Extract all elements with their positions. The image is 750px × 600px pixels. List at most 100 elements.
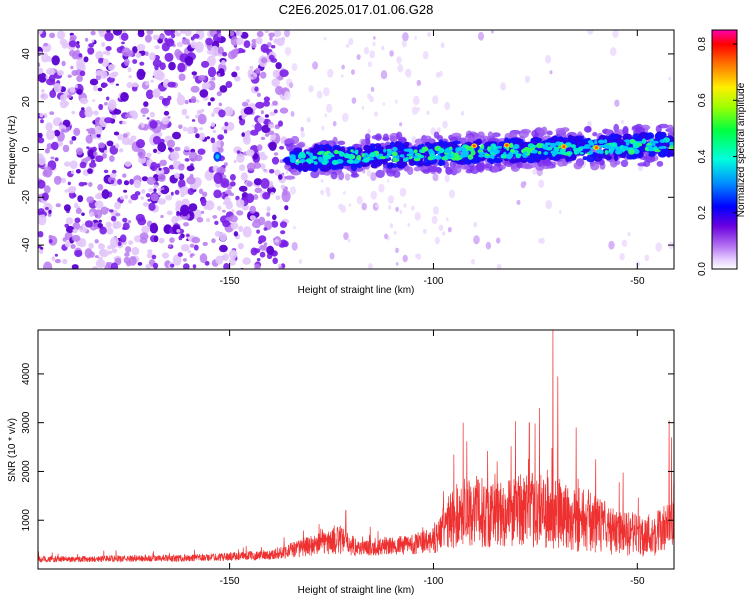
noise-speckle <box>242 257 251 265</box>
faint-speckle <box>348 203 352 207</box>
faint-speckle <box>485 241 492 250</box>
tone-highlight <box>570 144 577 149</box>
noise-speckle <box>249 65 254 70</box>
noise-speckle <box>279 107 289 114</box>
noise-speckle <box>148 202 156 211</box>
noise-speckle <box>122 173 127 178</box>
tone-halo <box>449 160 456 169</box>
noise-speckle <box>137 148 146 159</box>
noise-speckle <box>113 109 122 115</box>
tone-highlight <box>669 144 674 149</box>
noise-speckle <box>218 102 222 107</box>
faint-speckle <box>516 199 521 206</box>
noise-speckle <box>78 226 88 233</box>
noise-speckle <box>45 75 49 79</box>
spectrogram-y-label: Frequency (Hz) <box>7 116 18 185</box>
noise-speckle <box>51 141 59 151</box>
noise-speckle <box>71 234 81 242</box>
noise-speckle <box>178 73 186 81</box>
noise-speckle <box>49 90 57 98</box>
noise-speckle <box>217 46 224 55</box>
tone-highlight <box>544 142 553 146</box>
noise-speckle <box>153 235 159 243</box>
tone-highlight <box>313 161 318 165</box>
noise-speckle <box>69 140 74 145</box>
noise-speckle <box>212 215 218 219</box>
noise-speckle <box>263 242 268 246</box>
noise-speckle <box>271 45 276 49</box>
noise-speckle <box>51 256 56 261</box>
noise-speckle <box>105 46 112 51</box>
noise-speckle <box>186 234 190 237</box>
noise-speckle <box>199 89 209 98</box>
tone-highlight <box>333 149 339 155</box>
noise-speckle <box>268 54 275 61</box>
noise-speckle <box>167 95 172 101</box>
tone-halo <box>337 140 346 146</box>
noise-speckle <box>169 237 175 243</box>
noise-speckle <box>174 146 181 152</box>
noise-speckle <box>235 30 243 37</box>
noise-speckle <box>152 88 161 99</box>
noise-speckle <box>218 147 224 153</box>
noise-speckle <box>75 169 81 174</box>
noise-speckle <box>95 155 104 163</box>
noise-speckle <box>50 156 55 160</box>
tone-core <box>533 152 541 159</box>
noise-speckle <box>102 82 108 88</box>
faint-speckle <box>393 230 397 235</box>
faint-speckle <box>291 63 298 72</box>
colorbar-tick-label: 0.8 <box>697 37 708 51</box>
noise-speckle <box>100 70 108 80</box>
noise-speckle <box>128 240 134 246</box>
noise-speckle <box>275 85 284 95</box>
noise-speckle <box>229 215 238 223</box>
colorbar: 0.0 0.2 0.4 0.6 0.8 Normalized spectral ampl… <box>697 29 747 276</box>
noise-speckle <box>211 76 216 81</box>
tone-halo <box>453 165 462 174</box>
colorbar-ticks: 0.0 0.2 0.4 0.6 0.8 <box>697 37 737 276</box>
noise-speckle <box>101 42 106 47</box>
faint-speckle <box>320 179 324 183</box>
noise-speckle <box>242 226 252 238</box>
tone-core <box>526 156 536 164</box>
snr-y-tick-label: 3000 <box>21 411 32 434</box>
noise-speckle <box>271 220 279 228</box>
noise-speckle <box>172 131 181 140</box>
noise-speckle <box>257 116 265 124</box>
tone-highlight <box>559 148 566 154</box>
noise-speckle <box>64 161 71 167</box>
faint-speckle <box>438 224 444 231</box>
noise-speckle <box>95 259 106 268</box>
noise-speckle <box>231 209 235 213</box>
noise-speckle <box>260 178 270 189</box>
noise-speckle <box>243 106 254 115</box>
faint-speckle <box>298 259 303 264</box>
noise-speckle <box>222 209 226 213</box>
noise-speckle <box>65 225 75 234</box>
noise-speckle <box>269 169 275 174</box>
noise-speckle <box>189 151 198 162</box>
noise-speckle <box>187 188 195 195</box>
spectrogram-x-tick-label: -50 <box>630 276 645 287</box>
snr-y-tick-label: 1000 <box>21 509 32 532</box>
tone-highlight <box>609 143 617 147</box>
noise-speckle <box>189 253 193 258</box>
noise-speckle <box>255 101 265 109</box>
noise-speckle <box>38 214 47 226</box>
noise-speckle <box>122 222 130 230</box>
faint-speckle <box>549 70 553 75</box>
faint-speckle <box>411 205 415 211</box>
tone-core <box>361 161 370 167</box>
tone-highlight <box>369 152 377 158</box>
faint-speckle <box>395 247 399 253</box>
noise-speckle <box>196 99 200 103</box>
tone-halo <box>423 135 432 140</box>
noise-speckle <box>105 221 112 228</box>
snr-x-ticks: -150 -100 -50 <box>220 330 645 587</box>
faint-speckle <box>284 30 290 38</box>
noise-speckle <box>124 252 130 257</box>
noise-speckle <box>149 111 155 118</box>
noise-speckle <box>159 34 164 40</box>
tone-core <box>320 164 331 172</box>
